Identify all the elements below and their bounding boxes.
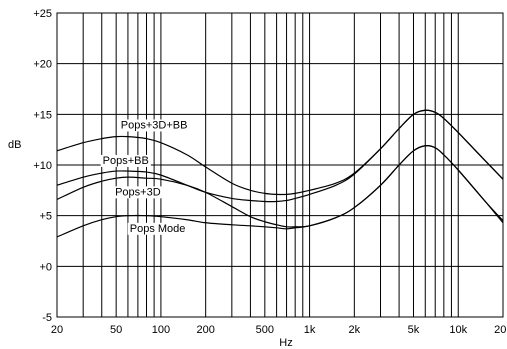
y-tick-label: +25 <box>33 8 52 20</box>
series-label: Pops+BB <box>100 154 151 167</box>
y-tick-label: +10 <box>33 160 52 172</box>
series-lines <box>56 109 504 238</box>
y-tick-label: +5 <box>39 211 52 223</box>
tick-labels: +25 +20 +15 +10 +5 +0 -520 50 100 200 500 1k 2k 5k 10k… <box>33 8 507 336</box>
x-tick-label: 100 <box>152 324 170 336</box>
series-label: Pops+3D+BB <box>118 119 190 132</box>
x-axis-label: Hz <box>279 337 292 349</box>
x-tick-label: 5k <box>408 324 420 336</box>
series-label-text: Pops+BB <box>103 155 149 167</box>
x-tick-label: 2k <box>349 324 361 336</box>
x-tick-label: 10k <box>449 324 467 336</box>
x-tick-label: 200 <box>196 324 214 336</box>
series-label: Pops+3D <box>113 186 163 199</box>
series-line-2 <box>56 109 504 203</box>
series-label-background <box>100 154 151 167</box>
series-label-text: Pops+3D <box>115 186 161 198</box>
series-label-background <box>113 186 163 199</box>
x-tick-label: 20k <box>494 324 507 336</box>
x-tick-label: 50 <box>110 324 122 336</box>
x-tick-label: 20 <box>51 324 63 336</box>
y-tick-label: +15 <box>33 109 52 121</box>
series-label-text: Pops+3D+BB <box>121 119 188 131</box>
series-label: Pops Mode <box>127 222 188 235</box>
x-tick-label: 500 <box>256 324 274 336</box>
y-tick-label: +0 <box>39 261 52 273</box>
series-label-background <box>118 119 190 132</box>
y-tick-label: +20 <box>33 59 52 71</box>
x-tick-label: 1k <box>304 324 316 336</box>
y-tick-label: -5 <box>42 312 52 324</box>
series-label-background <box>127 222 188 235</box>
series-label-text: Pops Mode <box>130 223 186 235</box>
series-line-4 <box>56 145 504 238</box>
series-annotations: Pops+3D+BB Pops+BB Pops+3D Pops Mode <box>100 119 190 235</box>
y-axis-label: dB <box>8 139 21 151</box>
